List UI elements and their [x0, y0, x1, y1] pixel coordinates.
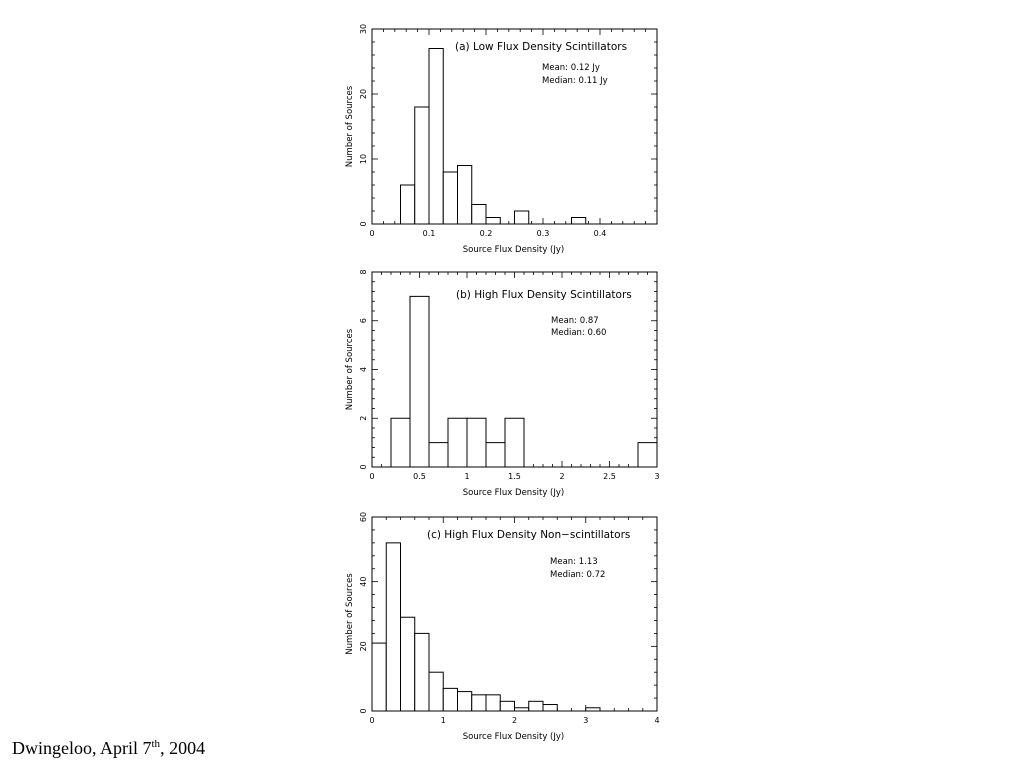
- x-tick-label: 0.5: [413, 472, 426, 481]
- x-tick-label: 2.5: [603, 472, 616, 481]
- x-tick-label: 1: [464, 472, 469, 481]
- histogram-bar: [542, 704, 558, 712]
- x-tick-label: 3: [654, 472, 659, 481]
- histogram-bar: [637, 442, 658, 468]
- histogram-bar: [471, 204, 487, 225]
- y-tick-label: 10: [359, 154, 368, 164]
- y-tick-label: 0: [359, 464, 368, 469]
- footer-superscript: th: [151, 738, 161, 750]
- median-annotation: Median: 0.11 Jy: [542, 76, 608, 86]
- x-tick-label: 4: [654, 716, 659, 725]
- x-tick-label: 0.4: [594, 229, 607, 238]
- x-tick-label: 0.1: [423, 229, 436, 238]
- histogram-bar: [400, 616, 416, 712]
- x-tick-label: 2: [512, 716, 517, 725]
- y-axis-label: Number of Sources: [345, 85, 355, 167]
- histogram-bar: [442, 171, 458, 225]
- mean-annotation: Mean: 1.13: [550, 557, 598, 567]
- mean-annotation: Mean: 0.12 Jy: [542, 63, 600, 73]
- y-tick-label: 8: [359, 269, 368, 274]
- histogram-bar: [571, 217, 587, 225]
- panel-title: (a) Low Flux Density Scintillators: [455, 41, 627, 53]
- y-tick-label: 2: [359, 416, 368, 421]
- histogram-bar: [414, 632, 430, 712]
- histogram-bar: [485, 217, 501, 225]
- y-tick-label: 60: [359, 512, 368, 522]
- histogram-bar: [428, 442, 449, 468]
- footer-year: , 2004: [160, 738, 206, 758]
- histogram-bar: [447, 417, 468, 468]
- y-tick-label: 6: [359, 318, 368, 323]
- panel-title: (b) High Flux Density Scintillators: [456, 289, 632, 301]
- histogram-bar: [514, 210, 530, 225]
- histogram-bar: [485, 694, 501, 712]
- y-tick-label: 30: [359, 24, 368, 34]
- y-tick-label: 20: [359, 641, 368, 651]
- histogram-bar: [442, 687, 458, 712]
- mean-annotation: Mean: 0.87: [551, 316, 599, 326]
- y-tick-label: 20: [359, 89, 368, 99]
- histogram-bar: [471, 694, 487, 712]
- x-tick-label: 3: [583, 716, 588, 725]
- histogram-bar: [528, 700, 544, 712]
- footer-text: Dwingeloo, April 7: [12, 738, 152, 758]
- histogram-bar: [409, 295, 430, 468]
- median-annotation: Median: 0.72: [550, 570, 605, 580]
- histogram-bar: [428, 48, 444, 225]
- x-axis-label: Source Flux Density (Jy): [463, 245, 564, 255]
- histogram-panel-b: 0 0.5 1 1.5 2 2.5 3 0 2 4 6 8 (b) High Flux Density …: [345, 269, 660, 498]
- x-tick-label: 1.5: [508, 472, 521, 481]
- histogram-bar: [499, 700, 515, 712]
- y-tick-label: 40: [359, 577, 368, 587]
- histogram-bar: [414, 106, 430, 225]
- slide-footer: Dwingeloo, April 7th, 2004: [12, 738, 205, 759]
- histogram-bar: [466, 417, 487, 468]
- x-tick-label: 0: [369, 472, 374, 481]
- y-tick-label: 0: [359, 221, 368, 226]
- histogram-bar: [504, 417, 525, 468]
- x-tick-label: 1: [441, 716, 446, 725]
- histogram-bar: [390, 417, 411, 468]
- x-tick-label: 0.3: [537, 229, 550, 238]
- x-tick-label: 0.2: [480, 229, 493, 238]
- histogram-bar: [585, 707, 601, 712]
- x-tick-label: 0: [369, 229, 374, 238]
- histogram-bar: [485, 442, 506, 468]
- panel-title: (c) High Flux Density Non−scintillators: [427, 529, 630, 541]
- histogram-bar: [371, 642, 387, 712]
- histogram-bar: [457, 691, 473, 712]
- x-axis-label: Source Flux Density (Jy): [463, 732, 564, 742]
- y-tick-label: 0: [359, 708, 368, 713]
- median-annotation: Median: 0.60: [551, 328, 606, 338]
- y-tick-label: 4: [359, 367, 368, 372]
- histogram-bar: [428, 671, 444, 712]
- histogram-bar: [514, 707, 530, 712]
- y-axis-label: Number of Sources: [345, 328, 355, 410]
- x-tick-label: 2: [559, 472, 564, 481]
- y-axis-label: Number of Sources: [345, 573, 355, 655]
- histogram-bar: [400, 184, 416, 225]
- histogram-bar: [457, 165, 473, 225]
- x-axis-label: Source Flux Density (Jy): [463, 488, 564, 498]
- histogram-bar: [385, 542, 401, 712]
- x-tick-label: 0: [369, 716, 374, 725]
- histogram-panel-a: 0 0.1 0.2 0.3 0.4 0 10 20 30 (a) Low Flux Density…: [345, 24, 658, 255]
